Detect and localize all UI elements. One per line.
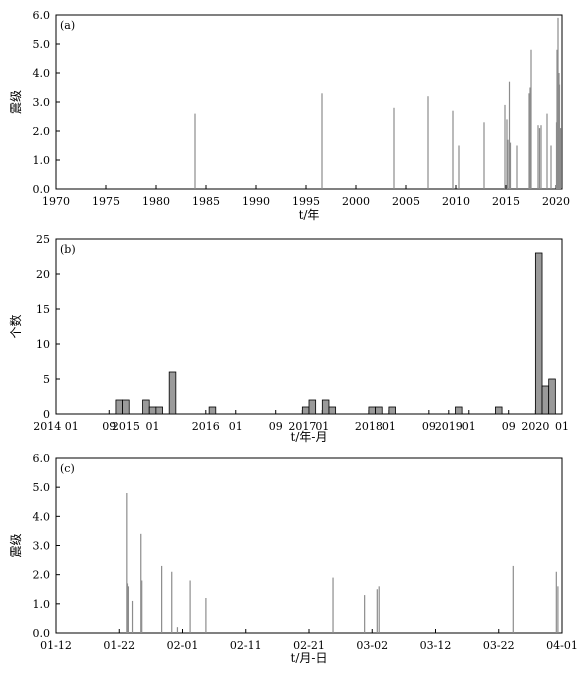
chart1-x-tick-label: 2000 <box>342 195 370 208</box>
chart2-count-bar <box>301 406 310 415</box>
chart2-x-tick-label: 01 <box>555 420 569 433</box>
chart3-x-tick-label: 02-21 <box>293 639 325 652</box>
chart1-y-tick-label: 3.0 <box>33 96 51 109</box>
chart3-x-tick-label: 04-01 <box>546 639 578 652</box>
chart1-x-tick-label: 1995 <box>292 195 320 208</box>
chart1-x-tick-label: 1980 <box>142 195 170 208</box>
chart2-x-tick-label: 2019 <box>435 420 463 433</box>
chart2-x-tick-label: 2018 <box>355 420 383 433</box>
chart2-x-tick-label: 01 <box>462 420 476 433</box>
chart3-y-tick-label: 3.0 <box>33 540 51 553</box>
chart2-y-tick-label: 5 <box>43 373 50 386</box>
chart2-x-tick-label: 01 <box>315 420 329 433</box>
chart2-x-tick-label: 01 <box>229 420 243 433</box>
chart3-y-tick-label: 5.0 <box>33 481 51 494</box>
chart2-count-bar <box>115 399 123 415</box>
chart2-y-tick-label: 0 <box>43 408 50 421</box>
chart3-x-tick-label: 03-02 <box>356 639 388 652</box>
chart3-panel-label: (c) <box>60 462 75 475</box>
chart1-y-tick-label: 1.0 <box>33 154 51 167</box>
chart1-y-tick-label: 0.0 <box>33 183 51 196</box>
chart1-x-tick-label: 1990 <box>242 195 270 208</box>
chart2-count-bar <box>388 406 396 415</box>
chart2-count-bar <box>148 406 157 415</box>
chart3-x-tick-label: 03-22 <box>483 639 515 652</box>
chart2-x-tick-label: 2014 01 <box>33 420 79 433</box>
chart2-count-bar <box>534 252 543 415</box>
chart2-y-tick-label: 20 <box>36 268 50 281</box>
chart2-count-bar <box>308 399 317 415</box>
chart2-x-tick-label: 01 <box>382 420 396 433</box>
chart2-x-tick-label: 2015 <box>112 420 140 433</box>
chart2-x-tick-label: 09 <box>102 420 116 433</box>
chart1-y-tick-label: 6.0 <box>33 9 51 22</box>
chart3-x-axis-title: t/月-日 <box>291 651 328 665</box>
chart2-plot-frame <box>55 238 563 415</box>
chart1-panel-label: (a) <box>60 19 75 32</box>
chart2-panel-label: (b) <box>60 243 76 256</box>
chart2-x-tick-label: 2020 <box>521 420 549 433</box>
chart2-count-bar <box>208 406 217 415</box>
chart2-count-bar <box>122 399 130 415</box>
chart3-plot-frame <box>55 457 563 634</box>
chart3-x-tick-label: 02-01 <box>167 639 199 652</box>
chart2-count-bar <box>155 406 163 415</box>
chart2-x-tick-label: 09 <box>269 420 283 433</box>
chart1-y-tick-label: 2.0 <box>33 125 51 138</box>
chart3-y-tick-label: 2.0 <box>33 569 51 582</box>
chart2-y-tick-label: 10 <box>36 338 50 351</box>
chart2-count-bar <box>375 406 383 415</box>
chart1-plot-frame <box>55 14 563 190</box>
chart2-y-axis-title: 个数 <box>8 314 23 338</box>
chart2-count-bar <box>495 406 503 415</box>
chart3-x-tick-label: 01-12 <box>40 639 72 652</box>
chart3-x-tick-label: 01-22 <box>103 639 135 652</box>
chart1-x-tick-label: 1975 <box>92 195 120 208</box>
chart2-count-bar <box>328 406 337 415</box>
chart2-count-bar <box>541 385 550 415</box>
chart1-x-tick-label: 2010 <box>442 195 470 208</box>
chart2-count-bar <box>548 378 556 415</box>
chart2-y-tick-label: 15 <box>36 303 50 316</box>
chart2-x-tick-label: 09 <box>502 420 516 433</box>
chart3-y-tick-label: 1.0 <box>33 598 51 611</box>
chart1-x-tick-label: 2020 <box>542 195 570 208</box>
chart3-x-tick-label: 02-11 <box>230 639 262 652</box>
chart3-y-tick-label: 6.0 <box>33 452 51 465</box>
chart2-x-tick-label: 2016 <box>192 420 220 433</box>
chart1-x-tick-label: 2005 <box>392 195 420 208</box>
chart2-count-bar <box>321 399 330 415</box>
chart2-x-tick-label: 2017 <box>288 420 316 433</box>
chart2-x-tick-label: 09 <box>422 420 436 433</box>
chart2-count-bar <box>142 399 150 415</box>
chart2-x-tick-label: 01 <box>146 420 160 433</box>
chart2-y-tick-label: 25 <box>36 233 50 246</box>
chart3-x-tick-label: 03-12 <box>420 639 452 652</box>
chart1-y-axis-title: 震级 <box>9 90 23 114</box>
chart2-x-axis-title: t/年-月 <box>291 430 328 444</box>
chart3-y-axis-title: 震级 <box>9 533 23 557</box>
chart2-count-bar <box>168 371 177 415</box>
chart1-x-tick-label: 1970 <box>42 195 70 208</box>
chart3-y-tick-label: 0.0 <box>33 627 51 640</box>
chart2-count-bar <box>455 406 463 415</box>
chart1-x-axis-title: t/年 <box>299 208 320 222</box>
chart1-y-tick-label: 5.0 <box>33 38 51 51</box>
chart1-y-tick-label: 4.0 <box>33 67 51 80</box>
chart2-count-bar <box>368 406 376 415</box>
chart1-x-tick-label: 2015 <box>492 195 520 208</box>
chart3-y-tick-label: 4.0 <box>33 510 51 523</box>
chart1-x-tick-label: 1985 <box>192 195 220 208</box>
